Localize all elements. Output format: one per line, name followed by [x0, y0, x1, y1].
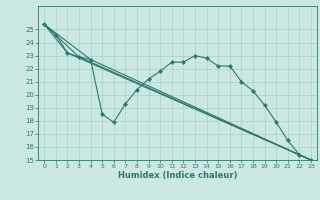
X-axis label: Humidex (Indice chaleur): Humidex (Indice chaleur)	[118, 171, 237, 180]
